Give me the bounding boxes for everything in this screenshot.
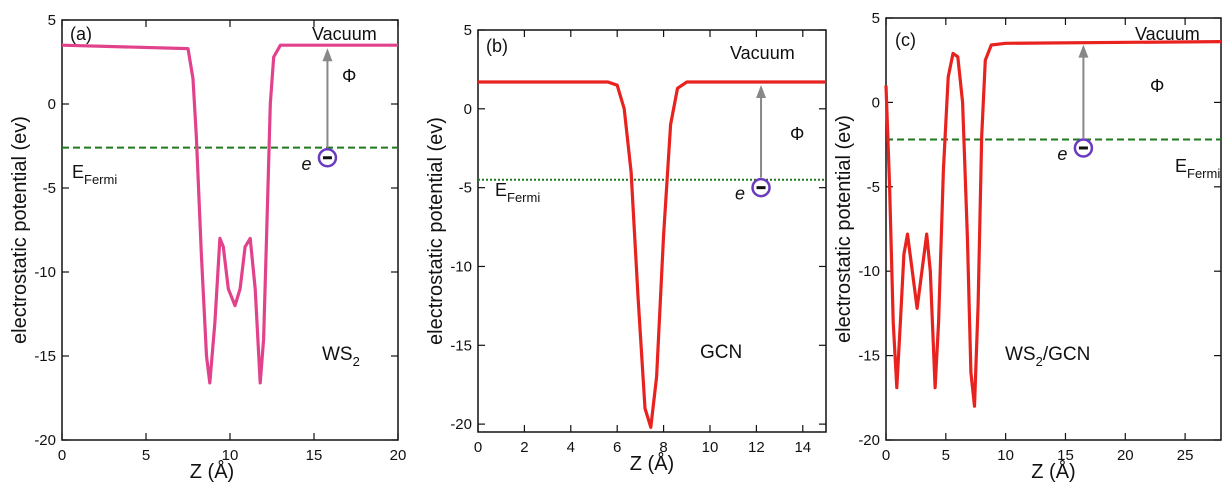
x-tick-label: 6	[613, 439, 621, 456]
x-tick-label: 20	[390, 447, 407, 464]
y-tick-label: -10	[34, 264, 56, 281]
y-tick-label: 5	[872, 10, 880, 27]
material-subscript: 2	[353, 354, 360, 369]
arrow-head	[322, 48, 333, 62]
y-tick-label: 0	[464, 101, 472, 118]
potential-curve	[61, 43, 398, 385]
work-function-label: Φ	[342, 66, 356, 86]
y-tick-label: -10	[858, 263, 880, 280]
y-axis-label: electrostatic potential (ev)	[9, 116, 31, 344]
panel-label: (c)	[895, 30, 916, 50]
x-tick-label: 5	[142, 447, 150, 464]
panel-label: (b)	[486, 36, 508, 56]
y-tick-label: 5	[48, 12, 56, 29]
y-tick-label: -10	[450, 258, 472, 275]
plot-frame	[477, 29, 827, 433]
y-tick-label: -20	[858, 432, 880, 449]
x-tick-label: 10	[702, 439, 719, 456]
y-axis-label: electrostatic potential (ev)	[833, 115, 855, 343]
electron-label: e	[301, 154, 311, 174]
panel-a: 0 5 10 15 20 5 0 -5 -10 -15 -20 electrostatic poten…	[9, 12, 406, 483]
y-tick-label: -5	[43, 180, 56, 197]
y-tick-label: 0	[48, 96, 56, 113]
panel-label: (a)	[70, 24, 92, 44]
x-axis-label: Z (Å)	[630, 452, 674, 475]
vacuum-label: Vacuum	[312, 24, 377, 44]
material-label: WS2	[322, 344, 360, 369]
x-axis-label: Z (Å)	[190, 460, 234, 483]
electron-label: e	[735, 184, 745, 204]
electron-minus-icon	[1078, 146, 1088, 150]
fermi-subscript: Fermi	[84, 172, 117, 187]
potential-curve	[478, 80, 826, 429]
fermi-label: EFermi	[72, 162, 117, 187]
electron-minus-icon	[322, 156, 332, 160]
material-subscript: 2	[1036, 354, 1043, 369]
y-tick-label: 0	[872, 94, 880, 111]
x-tick-label: 12	[748, 439, 765, 456]
electron-label: e	[1057, 144, 1067, 164]
fermi-label: EFermi	[495, 180, 540, 205]
material-label: GCN	[700, 342, 742, 363]
x-tick-label: 0	[882, 447, 890, 464]
x-tick-label: 0	[474, 439, 482, 456]
y-tick-label: -20	[450, 416, 472, 433]
x-tick-label: 0	[58, 447, 66, 464]
x-tick-label: 5	[942, 447, 950, 464]
y-tick-label: -15	[858, 348, 880, 365]
y-tick-label: 5	[464, 22, 472, 39]
material-label: WS2/GCN	[1005, 344, 1090, 369]
material-label-tail: /GCN	[1043, 344, 1091, 365]
x-tick-label: 14	[794, 439, 811, 456]
electron-minus-icon	[756, 186, 766, 190]
plot-frame	[885, 17, 1222, 441]
y-tick-label: -20	[34, 432, 56, 449]
x-tick-label: 4	[567, 439, 575, 456]
y-tick-label: -15	[450, 337, 472, 354]
x-axis-label: Z (Å)	[1031, 460, 1075, 483]
y-tick-label: -5	[867, 179, 880, 196]
fermi-subscript: Fermi	[1187, 166, 1220, 181]
arrow-head	[1078, 44, 1089, 58]
x-tick-label: 8	[659, 439, 667, 456]
panel-b: 0 2 4 6 8 10 12 14 5 0 -5 -10 -15 -20 electrostatic po…	[425, 22, 827, 475]
x-tick-label: 10	[222, 447, 239, 464]
arrow-head	[756, 85, 767, 99]
x-tick-label: 15	[306, 447, 323, 464]
fermi-subscript: Fermi	[507, 190, 540, 205]
work-function-label: Φ	[1150, 76, 1164, 96]
fermi-label: EFermi	[1175, 156, 1220, 181]
x-tick-label: 25	[1177, 447, 1194, 464]
x-tick-label: 15	[1057, 447, 1074, 464]
y-axis-label: electrostatic potential (ev)	[425, 117, 447, 345]
x-tick-label: 10	[997, 447, 1014, 464]
potential-curve	[884, 40, 1222, 408]
y-tick-label: -5	[459, 180, 472, 197]
panel-c: 0 5 10 15 20 25 5 0 -5 -10 -15 -20 electrostatic pot…	[833, 10, 1222, 483]
vacuum-label: Vacuum	[1135, 24, 1200, 44]
work-function-label: Φ	[790, 124, 804, 144]
x-tick-label: 20	[1117, 447, 1134, 464]
y-tick-label: -15	[34, 348, 56, 365]
x-tick-label: 2	[520, 439, 528, 456]
vacuum-label: Vacuum	[730, 43, 795, 63]
